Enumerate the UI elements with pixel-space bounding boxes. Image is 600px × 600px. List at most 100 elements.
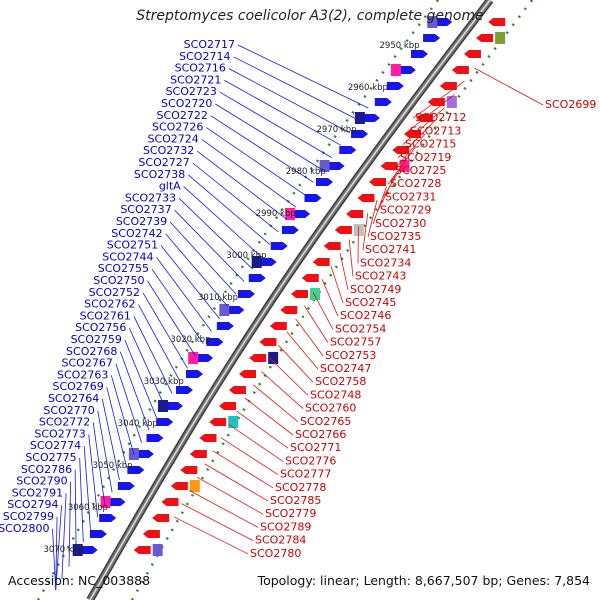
tracks-layer [36,0,533,600]
forward-gene-label: SCO2752 [89,286,140,299]
reverse-gene-label: SCO2731 [385,190,436,203]
kbp-tick-label: 2980 kbp [286,167,326,177]
reverse-gene-connector [402,107,445,145]
kbp-tick-label: 2960 kbp [348,83,388,93]
forward-gene-connector [61,493,67,580]
forward-gene-arrow [398,66,416,74]
reverse-gene-connector [244,397,294,436]
kbp-tick-label: 3000 kbp [226,251,266,261]
feature-block [390,64,401,76]
reverse-gene-arrow [259,338,277,346]
forward-gene-connector [215,103,323,171]
forward-gene-label: SCO2727 [138,156,189,169]
forward-gene-connector [55,505,62,591]
forward-gene-arrow [216,322,234,330]
reverse-gene-connector [367,199,378,238]
forward-gene-arrow [146,434,164,442]
reverse-gene-label: SCO2776 [285,454,336,467]
forward-gene-connector [92,422,106,505]
reverse-gene-arrow [451,66,469,74]
reverse-gene-connector [339,252,349,290]
feature-block [310,288,321,300]
reverse-gene-label: SCO2735 [370,230,421,243]
forward-gene-arrow [281,226,299,234]
reverse-gene-arrow [463,50,481,58]
forward-gene-connector [233,56,360,121]
reverse-gene-arrow [249,354,267,362]
forward-gene-label: SCO2733 [125,191,176,204]
forward-gene-label: SCO2738 [134,168,185,181]
reverse-gene-arrow [323,242,341,250]
forward-gene-connector [228,68,351,134]
reverse-gene-arrow [439,82,457,90]
reverse-gene-arrow [476,34,494,42]
reverse-gene-arrow [209,418,227,426]
reverse-gene-arrow [312,258,330,266]
accession-text: Accession: NC_003888 [8,573,151,588]
reverse-gene-arrow [180,466,198,474]
reverse-gene-label: SCO2730 [375,217,426,230]
feature-block [158,400,169,412]
reverse-gene-label: SCO2715 [405,138,456,151]
reverse-gene-connector [295,318,324,357]
reverse-gene-arrow [161,498,179,506]
reverse-gene-arrow [392,146,410,154]
forward-gene-label: SCO2774 [30,439,81,452]
gene-labels: SCO2717SCO2714SCO2716SCO2721SCO2723SCO27… [0,38,596,560]
forward-gene-label: SCO2720 [161,97,212,110]
reverse-gene-label: SCO2729 [380,204,431,217]
kbp-tick-label: 2950 kbp [380,41,420,51]
reverse-gene-label: SCO2725 [395,164,446,177]
forward-gene-connector [156,257,212,332]
forward-gene-connector [55,516,58,591]
genome-summary-text: Topology: linear; Length: 8,667,507 bp; … [257,573,590,588]
reverse-gene-label: SCO2734 [360,256,411,269]
reverse-gene-arrow [488,18,506,26]
reverse-gene-label: SCO2728 [390,177,441,190]
reverse-gene-arrow [301,274,319,282]
backbone-highlight [89,0,491,600]
forward-gene-label: SCO2716 [175,62,226,75]
reverse-gene-connector [372,186,387,224]
feature-block [354,112,365,124]
forward-gene-label: SCO2739 [116,215,167,228]
forward-gene-connector [210,115,314,183]
forward-gene-arrow [206,338,224,346]
kbp-tick-labels: 2950 kbp 2960 kbp 2970 kbp 2980 kbp 2990 kbp… [44,41,420,555]
kbp-tick-label: 2970 kbp [317,125,357,135]
forward-gene-label: SCO2726 [152,121,203,134]
reverse-gene-connector [204,463,269,502]
reverse-gene-arrow [189,450,207,458]
reverse-gene-arrow [219,402,237,410]
reverse-gene-connector [196,476,264,515]
reverse-gene-connector [220,437,279,475]
forward-gene-arrow [117,482,135,490]
forward-gene-label: SCO2775 [25,451,76,464]
feature-block [251,256,262,268]
forward-gene-connector [74,469,77,555]
forward-gene-label: SCO2732 [143,144,194,157]
feature-block [399,160,410,172]
forward-gene-connector [129,328,165,406]
forward-gene-label: SCO2750 [93,274,144,287]
forward-gene-label: SCO2723 [166,85,217,98]
forward-gene-arrow [386,82,404,90]
reverse-gene-connector [212,450,274,489]
forward-gene-label: SCO2764 [48,392,99,405]
forward-gene-label: SCO2717 [184,38,235,51]
reverse-gene-arrow [170,482,188,490]
kbp-tick-label: 3030 kbp [144,377,184,387]
forward-gene-label: SCO2770 [43,404,94,417]
label-connectors [52,44,544,591]
reverse-gene-label: SCO2745 [345,296,396,309]
forward-gene-label: SCO2756 [75,321,126,334]
feature-block [228,416,239,428]
reverse-gene-label: SCO2784 [255,534,306,547]
reverse-gene-label: SCO2757 [330,336,381,349]
reverse-gene-label: SCO2758 [315,375,366,388]
forward-gene-connector [187,174,271,245]
kbp-tick-label: 3020 kbp [170,335,210,345]
reverse-gene-arrow [239,370,257,378]
forward-gene-arrow [196,354,214,362]
forward-gene-connector [160,245,220,320]
